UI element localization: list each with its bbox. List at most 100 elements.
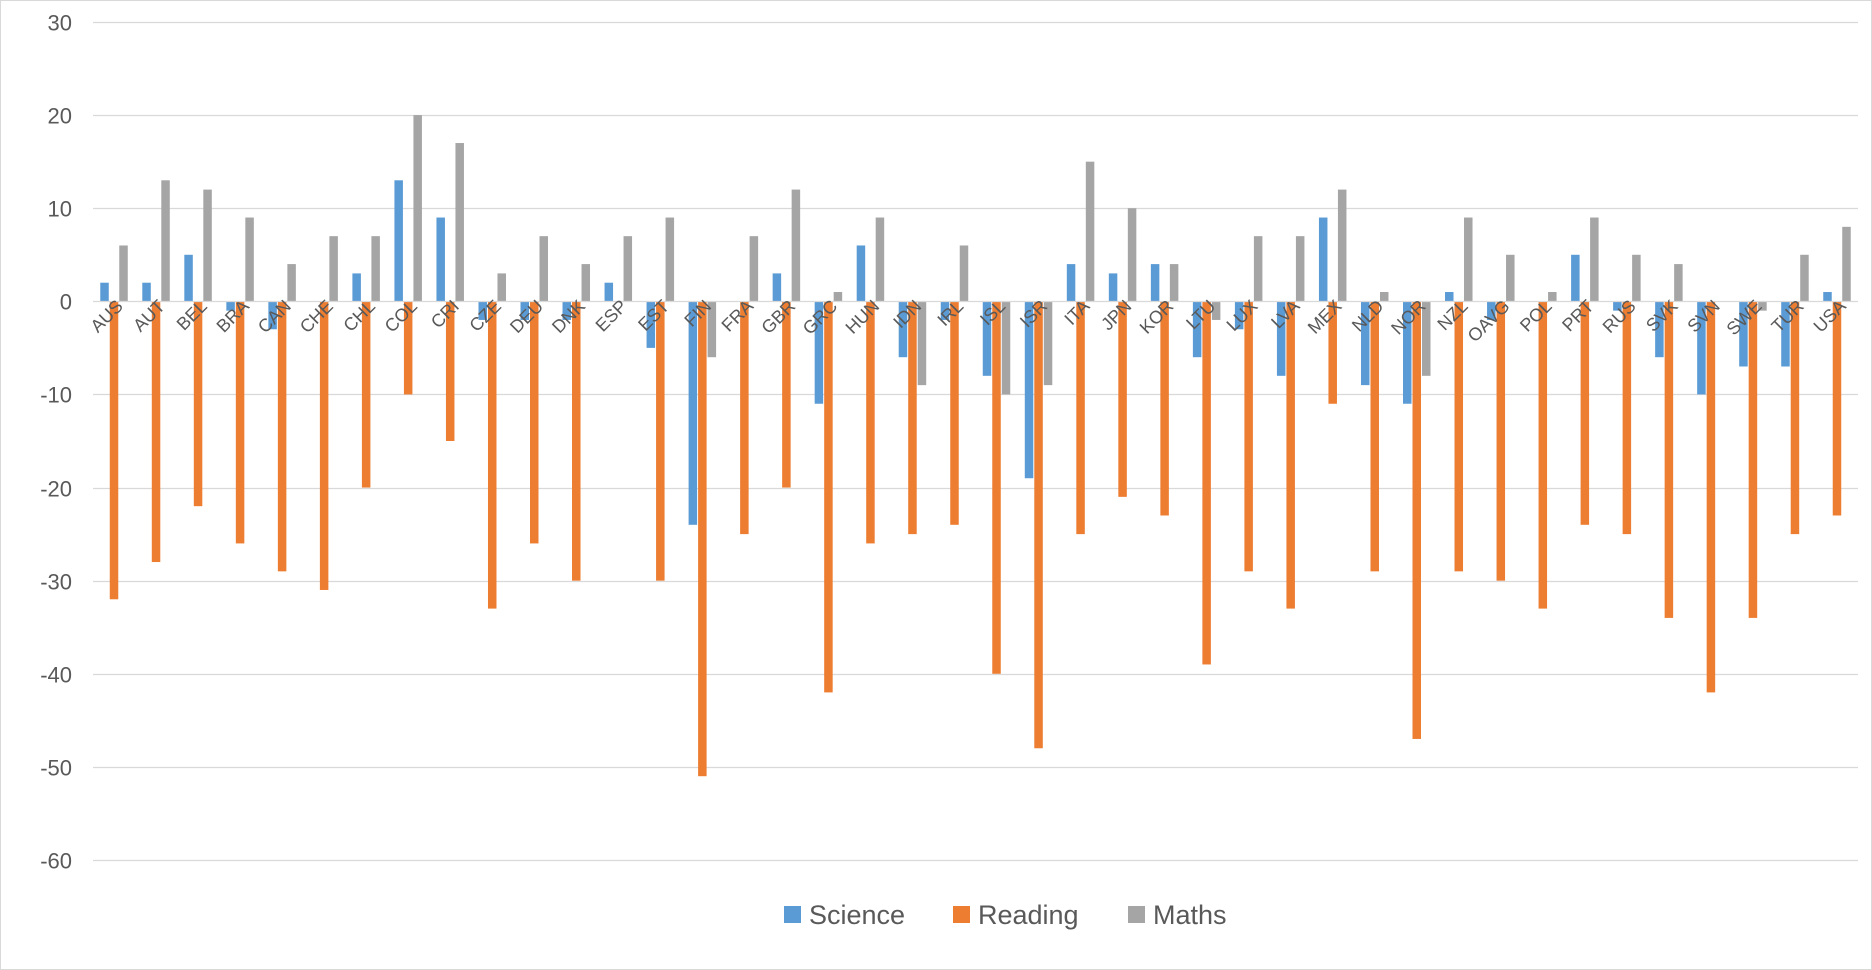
bar-maths-usa: [1842, 226, 1851, 302]
bar-reading-est: [656, 301, 665, 581]
bar-maths-ita: [1085, 161, 1095, 302]
y-tick-label: 0: [60, 290, 72, 315]
bar-reading-irl: [950, 301, 959, 525]
bar-maths-jpn: [1127, 208, 1137, 302]
bar-reading-col: [403, 301, 413, 395]
bar-reading-swe: [1748, 301, 1758, 618]
bar-maths-aus: [119, 245, 128, 302]
bar-science-nld: [1360, 301, 1370, 386]
legend-item-maths: Maths: [1128, 900, 1227, 930]
bar-science-dnk: [562, 301, 572, 320]
bar-science-lva: [1276, 301, 1286, 376]
bar-reading-bel: [193, 301, 203, 507]
legend: Science Reading Maths: [784, 900, 1227, 930]
bar-maths-dnk: [581, 264, 591, 302]
bar-science-ltu: [1192, 301, 1202, 358]
bar-science-fin: [688, 301, 698, 525]
bar-maths-nzl: [1464, 217, 1473, 302]
bar-reading-dnk: [572, 301, 581, 581]
bar-science-usa: [1823, 292, 1832, 302]
bar-science-nor: [1403, 301, 1412, 404]
bar-maths-idn: [917, 301, 927, 386]
bar-reading-aus: [109, 301, 119, 600]
bar-maths-irl: [959, 245, 969, 302]
bar-reading-ita: [1076, 301, 1085, 535]
bars: [100, 115, 1851, 777]
bar-science-idn: [898, 301, 908, 358]
bar-maths-lva: [1295, 236, 1305, 302]
bar-maths-ltu: [1211, 301, 1221, 320]
bar-reading-isr: [1034, 301, 1043, 749]
bar-maths-lux: [1253, 236, 1263, 302]
bar-science-can: [268, 301, 277, 330]
bar-science-ita: [1066, 264, 1076, 302]
bar-maths-isr: [1043, 301, 1053, 386]
bar-science-jpn: [1108, 273, 1118, 302]
bar-reading-kor: [1160, 301, 1169, 516]
y-tick-label: -60: [40, 849, 72, 874]
legend-label: Maths: [1153, 900, 1227, 930]
bar-maths-aut: [161, 180, 170, 302]
bar-reading-nor: [1412, 301, 1421, 739]
bar-reading-hun: [866, 301, 875, 544]
bar-science-svn: [1697, 301, 1706, 395]
y-tick-label: -40: [40, 663, 72, 688]
bar-maths-bel: [203, 189, 212, 302]
y-axis-tick-labels: 30 20 10 0 -10 -20 -30 -40 -50 -60: [40, 11, 72, 874]
legend-item-reading: Reading: [953, 900, 1079, 930]
bar-maths-can: [287, 264, 296, 302]
bar-reading-ltu: [1202, 301, 1211, 665]
bar-science-irl: [940, 301, 950, 320]
bar-science-aus: [100, 282, 109, 302]
bar-science-cri: [436, 217, 445, 302]
bar-maths-svk: [1674, 264, 1683, 302]
bar-reading-nld: [1370, 301, 1379, 572]
bar-maths-prt: [1590, 217, 1599, 302]
bar-science-bel: [184, 254, 193, 302]
bar-maths-pol: [1548, 292, 1557, 302]
bar-maths-tur: [1800, 254, 1809, 302]
bar-maths-bra: [245, 217, 254, 302]
bar-science-chl: [352, 273, 361, 302]
bar-reading-che: [319, 301, 329, 590]
bar-reading-svk: [1664, 301, 1674, 618]
bar-maths-nld: [1379, 292, 1389, 302]
bar-maths-grc: [833, 292, 843, 302]
bar-maths-hun: [875, 217, 885, 302]
bar-science-lux: [1234, 301, 1244, 330]
bar-maths-che: [329, 236, 338, 302]
bar-science-col: [394, 180, 403, 302]
bar-science-oavg: [1487, 301, 1496, 320]
bar-reading-tur: [1790, 301, 1800, 535]
bar-reading-grc: [824, 301, 833, 693]
bar-maths-rus: [1632, 254, 1641, 302]
bar-maths-mex: [1337, 189, 1347, 302]
bar-reading-jpn: [1118, 301, 1127, 497]
gridlines: [93, 21, 1858, 862]
bar-maths-cri: [455, 143, 464, 302]
bar-science-bra: [226, 301, 235, 311]
legend-swatch: [1128, 906, 1145, 923]
bar-reading-svn: [1706, 301, 1716, 693]
bar-science-cze: [478, 301, 487, 320]
bar-science-deu: [520, 301, 529, 320]
bar-science-swe: [1739, 301, 1748, 367]
legend-swatch: [784, 906, 801, 923]
bar-science-isr: [1024, 301, 1034, 479]
bar-reading-deu: [530, 301, 539, 544]
bar-science-kor: [1150, 264, 1160, 302]
bar-maths-chl: [371, 236, 380, 302]
bar-maths-gbr: [791, 189, 801, 302]
bar-science-isl: [982, 301, 992, 376]
legend-item-science: Science: [784, 900, 905, 930]
bar-science-aut: [142, 282, 151, 302]
bar-reading-can: [277, 301, 287, 572]
bar-science-mex: [1318, 217, 1328, 302]
bar-maths-nor: [1422, 301, 1431, 376]
bar-science-tur: [1781, 301, 1790, 367]
bar-reading-cze: [487, 301, 497, 609]
bar-reading-mex: [1328, 301, 1337, 404]
